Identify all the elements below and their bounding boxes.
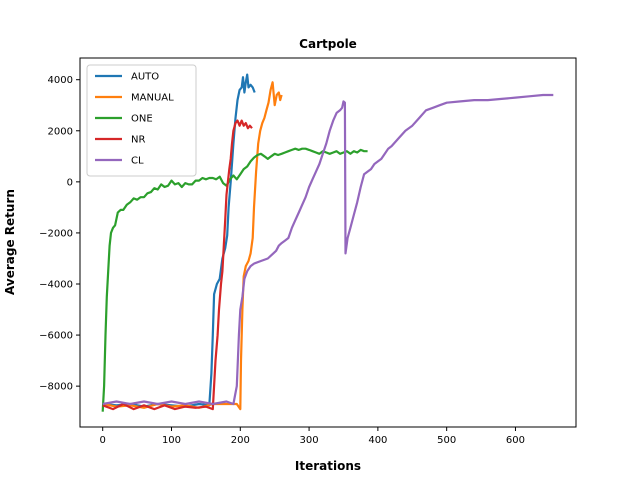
x-axis: 0 100 200 300 400 500 600 — [100, 427, 525, 446]
legend-label-cl: CL — [131, 156, 144, 167]
legend-label-manual: MANUAL — [131, 93, 174, 104]
x-axis-label: Iterations — [295, 459, 361, 473]
legend-label-one: ONE — [131, 114, 153, 125]
x-tick-label: 600 — [506, 435, 525, 446]
series-line-nr — [102, 119, 253, 411]
y-tick-label: −8000 — [39, 382, 73, 393]
y-axis-label: Average Return — [3, 189, 17, 295]
y-tick-label: −4000 — [39, 279, 73, 290]
x-tick-label: 500 — [437, 435, 456, 446]
chart-title: Cartpole — [299, 37, 357, 51]
legend-label-auto: AUTO — [131, 72, 159, 83]
plot-frame — [79, 57, 577, 428]
y-tick-label: −2000 — [39, 228, 73, 239]
legend-box — [86, 64, 197, 177]
plot-lines — [101, 73, 554, 412]
x-tick-label: 0 — [100, 435, 106, 446]
y-axis: −8000 −6000 −4000 −2000 0 2000 4000 — [39, 75, 80, 393]
y-tick-label: −6000 — [39, 331, 73, 342]
x-tick-label: 300 — [300, 435, 319, 446]
y-tick-label: 0 — [67, 177, 73, 188]
y-tick-label: 2000 — [48, 126, 73, 137]
series-line-cl — [102, 93, 554, 406]
x-tick-label: 200 — [231, 435, 250, 446]
y-tick-label: 4000 — [48, 75, 73, 86]
x-tick-label: 100 — [162, 435, 181, 446]
series-line-one — [101, 147, 368, 412]
legend: AUTO MANUAL ONE NR CL — [86, 64, 197, 177]
x-tick-label: 400 — [368, 435, 387, 446]
series-line-manual — [102, 81, 283, 411]
legend-label-nr: NR — [131, 135, 145, 146]
